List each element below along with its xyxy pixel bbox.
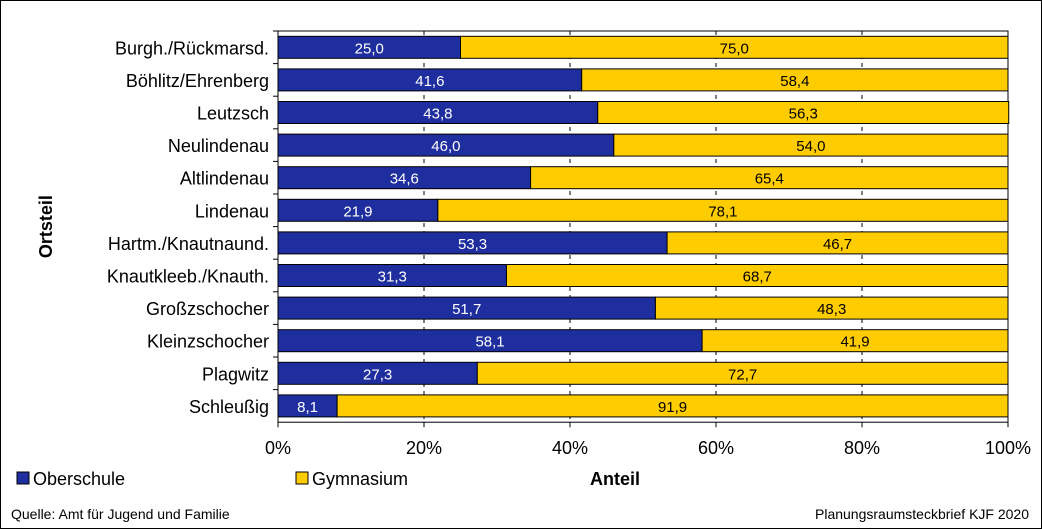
data-label: 21,9	[343, 203, 372, 220]
bar-gymnasium	[460, 35, 1009, 59]
legend-label-oberschule: Oberschule	[33, 469, 125, 489]
plot-area	[277, 30, 1009, 423]
data-label: 78,1	[708, 203, 737, 220]
bar-gymnasium	[666, 231, 1009, 255]
data-label: 75,0	[720, 40, 749, 57]
category-label: Neulindenau	[168, 136, 269, 156]
bar-gymnasium	[597, 101, 1010, 124]
category-label: Großzschocher	[146, 299, 269, 319]
y-axis-title: Ortsteil	[36, 195, 56, 258]
data-label: 46,0	[431, 138, 460, 155]
data-label: 34,6	[390, 171, 419, 188]
bar-gymnasium	[530, 166, 1009, 190]
data-label: 41,9	[840, 334, 869, 351]
data-label: 53,3	[458, 236, 487, 253]
category-label: Burgh./Rückmarsd.	[115, 38, 269, 58]
data-label: 27,3	[363, 366, 392, 383]
data-label: 46,7	[823, 236, 852, 253]
x-tick-label: 40%	[552, 438, 588, 458]
x-tick-label: 60%	[698, 438, 734, 458]
data-label: 54,0	[796, 138, 825, 155]
data-label: 41,6	[415, 73, 444, 90]
data-label: 25,0	[355, 40, 384, 57]
source-note: Quelle: Amt für Jugend und Familie	[11, 506, 230, 522]
category-label: Hartm./Knautnaund.	[108, 234, 269, 254]
category-label: Leutzsch	[197, 104, 269, 124]
category-label: Schleußig	[189, 397, 269, 417]
data-label: 31,3	[378, 269, 407, 286]
bar-gymnasium	[505, 264, 1009, 287]
bar-gymnasium	[701, 329, 1009, 353]
data-label: 91,9	[658, 399, 687, 416]
x-tick-label: 0%	[265, 438, 291, 458]
legend-label-gymnasium: Gymnasium	[312, 469, 408, 489]
category-label: Lindenau	[195, 201, 269, 221]
data-label: 8,1	[297, 399, 318, 416]
data-label: 43,8	[423, 106, 452, 123]
data-label: 51,7	[452, 301, 481, 318]
category-label: Knautkleeb./Knauth.	[107, 267, 269, 287]
data-label: 48,3	[817, 301, 846, 318]
category-label: Kleinzschocher	[147, 332, 269, 352]
legend-swatch-oberschule	[16, 471, 30, 485]
bar-gymnasium	[437, 198, 1009, 222]
data-label: 72,7	[728, 366, 757, 383]
x-axis-title: Anteil	[590, 469, 640, 489]
bar-gymnasium	[581, 68, 1009, 92]
category-label: Altlindenau	[180, 169, 269, 189]
bar-gymnasium	[476, 361, 1009, 385]
brief-note: Planungsraumsteckbrief KJF 2020	[815, 506, 1029, 522]
data-label: 56,3	[789, 106, 818, 123]
data-label: 58,4	[780, 73, 809, 90]
x-tick-label: 80%	[844, 438, 880, 458]
x-tick-label: 20%	[406, 438, 442, 458]
data-label: 68,7	[743, 269, 772, 286]
category-label: Böhlitz/Ehrenberg	[126, 71, 269, 91]
category-label: Plagwitz	[202, 364, 269, 384]
data-label: 58,1	[475, 334, 504, 351]
x-tick-label: 100%	[985, 438, 1031, 458]
data-label: 65,4	[755, 171, 784, 188]
bar-gymnasium	[613, 133, 1009, 157]
legend-swatch-gymnasium	[295, 471, 309, 485]
bar-gymnasium	[654, 296, 1009, 320]
bar-gymnasium	[336, 394, 1009, 418]
